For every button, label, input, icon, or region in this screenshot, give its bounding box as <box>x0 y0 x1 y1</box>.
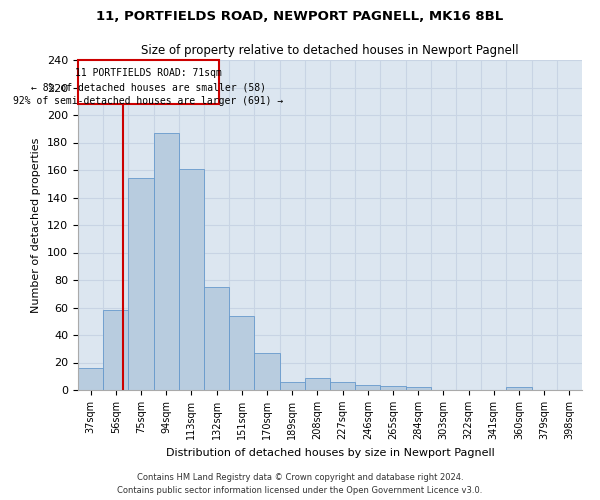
Bar <box>506 387 532 390</box>
Text: 11, PORTFIELDS ROAD, NEWPORT PAGNELL, MK16 8BL: 11, PORTFIELDS ROAD, NEWPORT PAGNELL, MK… <box>97 10 503 23</box>
Title: Size of property relative to detached houses in Newport Pagnell: Size of property relative to detached ho… <box>141 44 519 58</box>
Bar <box>280 382 305 390</box>
Bar <box>254 353 280 390</box>
Text: ← 8% of detached houses are smaller (58): ← 8% of detached houses are smaller (58) <box>31 82 266 92</box>
Y-axis label: Number of detached properties: Number of detached properties <box>31 138 41 312</box>
Bar <box>78 368 103 390</box>
Bar <box>154 133 179 390</box>
Bar <box>78 60 219 104</box>
Text: 11 PORTFIELDS ROAD: 71sqm: 11 PORTFIELDS ROAD: 71sqm <box>75 68 222 78</box>
Bar <box>229 316 254 390</box>
Bar <box>204 287 229 390</box>
Bar <box>406 387 431 390</box>
Bar <box>128 178 154 390</box>
Bar <box>103 310 128 390</box>
Bar <box>355 384 380 390</box>
X-axis label: Distribution of detached houses by size in Newport Pagnell: Distribution of detached houses by size … <box>166 448 494 458</box>
Bar <box>330 382 355 390</box>
Bar <box>305 378 330 390</box>
Bar <box>380 386 406 390</box>
Bar <box>179 168 204 390</box>
Text: Contains HM Land Registry data © Crown copyright and database right 2024.
Contai: Contains HM Land Registry data © Crown c… <box>118 473 482 495</box>
Text: 92% of semi-detached houses are larger (691) →: 92% of semi-detached houses are larger (… <box>13 96 284 106</box>
